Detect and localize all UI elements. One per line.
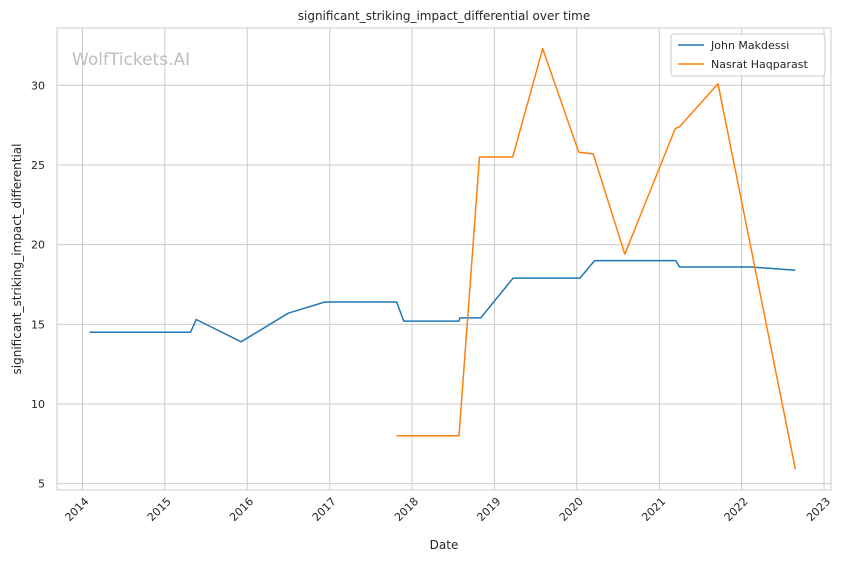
y-tick-label: 15 — [31, 318, 45, 331]
x-tick-label: 2017 — [310, 495, 339, 524]
y-tick-label: 5 — [38, 478, 45, 491]
legend-box — [670, 33, 826, 77]
x-tick-label: 2020 — [557, 495, 586, 524]
series-line-nasrat-haqparast — [396, 47, 797, 470]
x-tick-label: 2023 — [804, 495, 833, 524]
y-tick-label: 25 — [31, 159, 45, 172]
y-tick-label: 30 — [31, 79, 45, 92]
y-tick-label: 20 — [31, 239, 45, 252]
x-tick-label: 2015 — [145, 495, 174, 524]
x-tick-label: 2016 — [227, 495, 256, 524]
x-tick-label: 2018 — [392, 495, 421, 524]
plot-background — [57, 28, 831, 490]
x-tick-label: 2019 — [474, 495, 503, 524]
x-axis-label: Date — [430, 538, 459, 552]
watermark: WolfTickets.AI — [72, 50, 190, 70]
y-tick-labels: 5 10 15 20 25 30 — [31, 79, 45, 490]
series-lines — [89, 47, 797, 470]
legend-label-john-makdessi: John Makdessi — [710, 39, 789, 52]
x-tick-label: 2021 — [639, 495, 668, 524]
y-tick-label: 10 — [31, 398, 45, 411]
x-tick-label: 2022 — [722, 495, 751, 524]
legend: John Makdessi Nasrat Haqparast — [670, 33, 826, 77]
series-line-john-makdessi — [89, 259, 796, 343]
x-tick-label: 2014 — [63, 495, 92, 524]
y-axis-label: significant_striking_impact_differential — [10, 144, 24, 375]
grid — [57, 28, 831, 490]
chart-title: significant_striking_impact_differential… — [298, 9, 590, 23]
plot-frame — [56, 27, 832, 491]
legend-label-nasrat-haqparast: Nasrat Haqparast — [711, 58, 808, 71]
x-tick-labels: 2014 2015 2016 2017 2018 2019 2020 2021 2022 2023 — [63, 495, 834, 524]
